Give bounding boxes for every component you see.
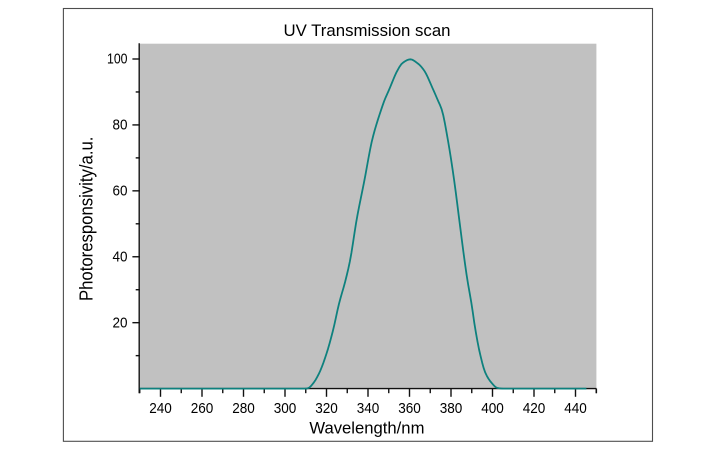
svg-text:20: 20 (113, 315, 128, 331)
svg-text:Photoresponsivity/a.u.: Photoresponsivity/a.u. (77, 137, 97, 302)
svg-text:40: 40 (113, 249, 128, 265)
svg-text:UV Transmission scan: UV Transmission scan (284, 21, 451, 40)
svg-text:380: 380 (440, 401, 463, 417)
svg-text:240: 240 (149, 401, 172, 417)
svg-text:80: 80 (113, 118, 128, 134)
svg-text:300: 300 (274, 401, 297, 417)
svg-text:280: 280 (232, 401, 255, 417)
svg-text:340: 340 (357, 401, 380, 417)
svg-text:Wavelength/nm: Wavelength/nm (309, 419, 424, 438)
svg-text:260: 260 (191, 401, 214, 417)
svg-text:400: 400 (481, 401, 504, 417)
svg-text:60: 60 (113, 183, 128, 199)
svg-text:440: 440 (564, 401, 587, 417)
svg-text:360: 360 (398, 401, 421, 417)
svg-text:420: 420 (523, 401, 546, 417)
svg-text:320: 320 (315, 401, 338, 417)
svg-text:100: 100 (107, 52, 128, 68)
